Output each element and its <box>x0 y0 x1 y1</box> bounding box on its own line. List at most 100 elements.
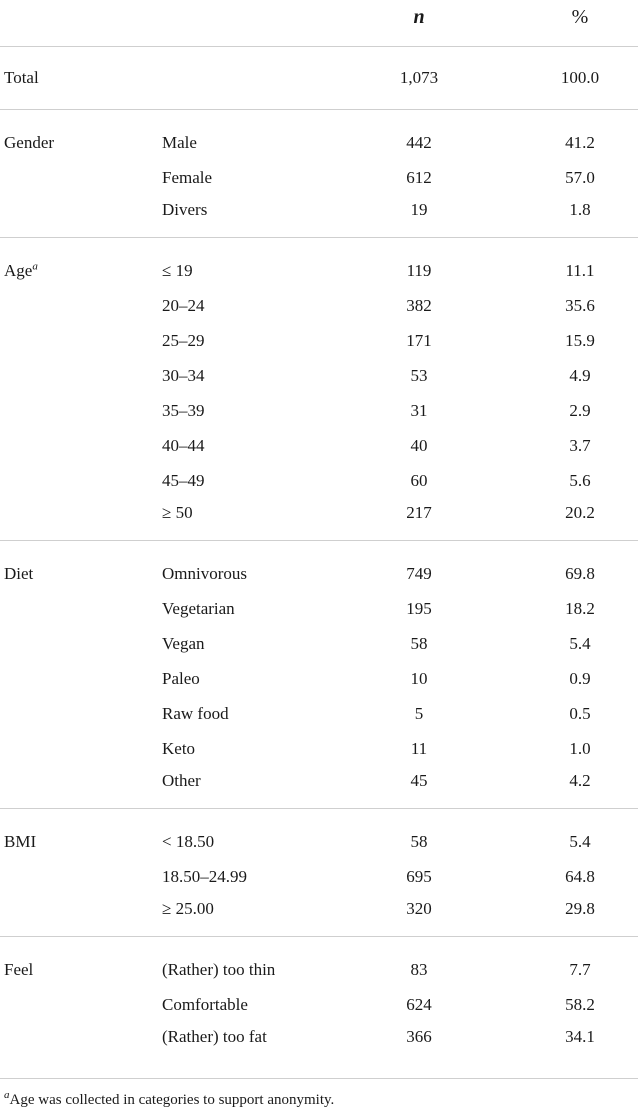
group-label-empty <box>0 731 162 766</box>
group-label-empty <box>0 195 162 238</box>
percent-cell: 5.4 <box>569 634 591 653</box>
count-cell: 5 <box>414 704 424 723</box>
category-cell: Paleo <box>162 669 200 688</box>
percent-cell: 4.9 <box>569 366 591 385</box>
category-cell: Vegetarian <box>162 599 235 618</box>
table-row: (Rather) too fat 366 34.1 <box>0 1022 638 1064</box>
table-row: Comfortable 624 58.2 <box>0 987 638 1022</box>
group-label-empty <box>0 288 162 323</box>
count-cell: 442 <box>344 109 494 160</box>
header-percent: % <box>494 0 638 47</box>
group-label-empty <box>0 661 162 696</box>
count-cell: 195 <box>406 599 432 618</box>
table-row: Gender Male 442 41.2 <box>0 109 638 160</box>
group-label-empty <box>0 393 162 428</box>
count-cell: 171 <box>406 331 432 350</box>
percent-cell: 5.4 <box>494 808 638 859</box>
percent-cell: 11.1 <box>494 237 638 288</box>
table-row: Paleo 10 0.9 <box>0 661 638 696</box>
footnote-marker: a <box>4 1089 10 1101</box>
category-cell: (Rather) too thin <box>162 936 344 987</box>
group-label-empty <box>0 323 162 358</box>
header-empty-2 <box>162 0 344 47</box>
count-cell: 58 <box>344 808 494 859</box>
percent-cell: 2.9 <box>569 401 591 420</box>
bottom-rule <box>0 1078 638 1079</box>
category-cell: < 18.50 <box>162 808 344 859</box>
total-pct: 100.0 <box>560 68 600 87</box>
table-row: 30–34 53 4.9 <box>0 358 638 393</box>
category-cell: Other <box>162 771 201 790</box>
table-row: Agea ≤ 19 119 11.1 <box>0 237 638 288</box>
group-label: Feel <box>0 936 162 987</box>
group-label: Agea <box>0 237 162 288</box>
count-cell: 217 <box>406 503 432 522</box>
percent-cell: 41.2 <box>494 109 638 160</box>
percent-cell: 57.0 <box>565 168 595 187</box>
group-label: Gender <box>0 109 162 160</box>
group-label-empty <box>0 766 162 809</box>
table-row: Female 612 57.0 <box>0 160 638 195</box>
total-row: Total 1,073 100.0 <box>0 47 638 110</box>
category-cell: 30–34 <box>162 366 205 385</box>
group-label-empty <box>0 894 162 937</box>
group-label-empty <box>0 358 162 393</box>
category-cell: 45–49 <box>162 471 205 490</box>
category-cell: Divers <box>162 200 208 219</box>
percent-cell: 58.2 <box>565 995 595 1014</box>
header-empty-1 <box>0 0 162 47</box>
table-row: Feel (Rather) too thin 83 7.7 <box>0 936 638 987</box>
percent-cell: 0.9 <box>569 669 591 688</box>
group-label-empty <box>0 498 162 541</box>
total-label: Total <box>4 68 39 87</box>
category-cell: Male <box>162 109 344 160</box>
percent-cell: 7.7 <box>494 936 638 987</box>
group-label-empty <box>0 591 162 626</box>
percent-cell: 3.7 <box>569 436 591 455</box>
percent-cell: 1.8 <box>569 200 591 219</box>
header-row: n % <box>0 0 638 47</box>
percent-cell: 4.2 <box>569 771 591 790</box>
group-label-empty <box>0 160 162 195</box>
percent-cell: 29.8 <box>565 899 595 918</box>
table-row: Divers 19 1.8 <box>0 195 638 238</box>
count-cell: 31 <box>410 401 428 420</box>
table-row: 45–49 60 5.6 <box>0 463 638 498</box>
group-label-empty <box>0 859 162 894</box>
group-label-text: Feel <box>4 960 34 979</box>
count-cell: 40 <box>410 436 428 455</box>
table-row: ≥ 25.00 320 29.8 <box>0 894 638 937</box>
table-row: Vegan 58 5.4 <box>0 626 638 661</box>
count-cell: 612 <box>406 168 432 187</box>
category-cell: 20–24 <box>162 296 205 315</box>
count-cell: 366 <box>406 1027 432 1046</box>
category-cell: Raw food <box>162 704 229 723</box>
percent-cell: 35.6 <box>565 296 595 315</box>
count-cell: 749 <box>344 540 494 591</box>
table-row: 20–24 382 35.6 <box>0 288 638 323</box>
group-label-sup: a <box>32 260 38 273</box>
percent-cell: 34.1 <box>565 1027 595 1046</box>
group-label-empty <box>0 696 162 731</box>
group-label-empty <box>0 626 162 661</box>
table-body: Total 1,073 100.0 Gender Male 442 41.2 Femal… <box>0 47 638 1065</box>
footnote: aAge was collected in categories to supp… <box>4 1089 334 1109</box>
count-cell: 60 <box>410 471 428 490</box>
category-cell: ≥ 25.00 <box>162 899 214 918</box>
table-row: 35–39 31 2.9 <box>0 393 638 428</box>
group-label-empty <box>0 428 162 463</box>
group-label-empty <box>0 987 162 1022</box>
group-label-empty <box>0 1022 162 1064</box>
category-cell: Omnivorous <box>162 540 344 591</box>
percent-cell: 5.6 <box>569 471 591 490</box>
table-row: 40–44 40 3.7 <box>0 428 638 463</box>
total-n: 1,073 <box>399 68 439 87</box>
table-row: ≥ 50 217 20.2 <box>0 498 638 541</box>
count-cell: 695 <box>406 867 432 886</box>
header-n: n <box>344 0 494 47</box>
table-row: Diet Omnivorous 749 69.8 <box>0 540 638 591</box>
table-row: Raw food 5 0.5 <box>0 696 638 731</box>
count-cell: 624 <box>406 995 432 1014</box>
group-label-text: Gender <box>4 133 55 152</box>
category-cell: Comfortable <box>162 995 248 1014</box>
